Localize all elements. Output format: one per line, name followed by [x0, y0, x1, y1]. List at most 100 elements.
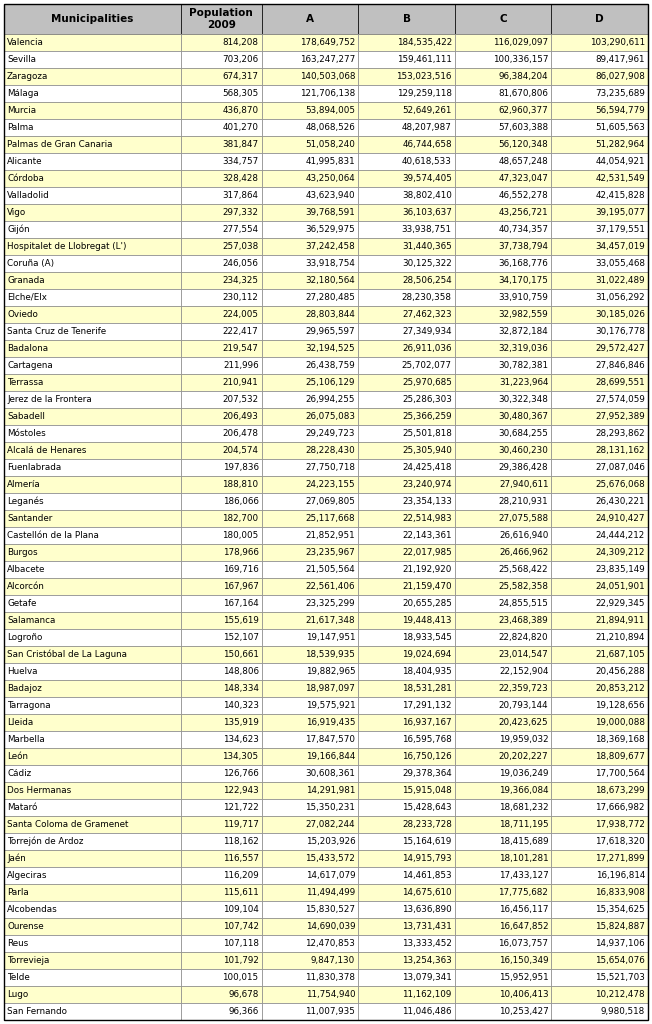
Bar: [181, 272, 261, 289]
Text: Jaén: Jaén: [7, 854, 25, 863]
Text: 30,125,322: 30,125,322: [402, 259, 452, 268]
Text: 29,572,427: 29,572,427: [595, 344, 645, 353]
Text: 21,687,105: 21,687,105: [595, 650, 645, 659]
Text: 21,617,348: 21,617,348: [306, 616, 355, 625]
Bar: [261, 136, 358, 153]
Text: 29,249,723: 29,249,723: [306, 429, 355, 438]
Text: 16,750,126: 16,750,126: [402, 752, 452, 761]
Bar: [358, 918, 455, 935]
Bar: [4, 136, 181, 153]
Text: Parla: Parla: [7, 888, 29, 897]
Text: Elche/Elx: Elche/Elx: [7, 293, 47, 302]
Bar: [552, 680, 648, 697]
Bar: [358, 408, 455, 425]
Bar: [455, 102, 552, 119]
Bar: [181, 34, 261, 51]
Text: 37,242,458: 37,242,458: [305, 242, 355, 251]
Bar: [261, 867, 358, 884]
Bar: [455, 612, 552, 629]
Text: 28,233,728: 28,233,728: [402, 820, 452, 829]
Bar: [261, 493, 358, 510]
Bar: [455, 153, 552, 170]
Text: 163,247,277: 163,247,277: [300, 55, 355, 63]
Text: 32,194,525: 32,194,525: [306, 344, 355, 353]
Bar: [181, 323, 261, 340]
Text: 14,690,039: 14,690,039: [306, 922, 355, 931]
Bar: [4, 816, 181, 833]
Text: 115,611: 115,611: [223, 888, 259, 897]
Text: Córdoba: Córdoba: [7, 174, 44, 183]
Text: 36,529,975: 36,529,975: [305, 225, 355, 234]
Text: 20,456,288: 20,456,288: [595, 667, 645, 676]
Text: 16,456,117: 16,456,117: [499, 905, 548, 914]
Bar: [358, 170, 455, 187]
Bar: [261, 680, 358, 697]
Bar: [261, 629, 358, 646]
Bar: [181, 918, 261, 935]
Bar: [358, 731, 455, 748]
Bar: [455, 952, 552, 969]
Bar: [358, 748, 455, 765]
Bar: [455, 578, 552, 595]
Text: 11,162,109: 11,162,109: [402, 990, 452, 999]
Bar: [455, 714, 552, 731]
Bar: [261, 731, 358, 748]
Bar: [181, 374, 261, 391]
Bar: [261, 272, 358, 289]
Text: 18,531,281: 18,531,281: [402, 684, 452, 693]
Text: 56,120,348: 56,120,348: [499, 140, 548, 150]
Bar: [552, 85, 648, 102]
Bar: [4, 969, 181, 986]
Text: Alcalá de Henares: Alcalá de Henares: [7, 446, 86, 455]
Text: 381,847: 381,847: [222, 140, 259, 150]
Text: 20,202,227: 20,202,227: [499, 752, 548, 761]
Text: 159,461,111: 159,461,111: [397, 55, 452, 63]
Bar: [455, 391, 552, 408]
Bar: [181, 901, 261, 918]
Bar: [4, 935, 181, 952]
Text: 15,164,619: 15,164,619: [402, 837, 452, 846]
Text: 14,937,106: 14,937,106: [595, 939, 645, 948]
Text: 27,082,244: 27,082,244: [306, 820, 355, 829]
Bar: [455, 459, 552, 476]
Bar: [261, 102, 358, 119]
Text: 28,803,844: 28,803,844: [305, 310, 355, 319]
Text: Cartagena: Cartagena: [7, 361, 53, 370]
Bar: [455, 408, 552, 425]
Text: 32,872,184: 32,872,184: [499, 327, 548, 336]
Text: 73,235,689: 73,235,689: [595, 89, 645, 98]
Text: 40,734,357: 40,734,357: [498, 225, 548, 234]
Text: 16,833,908: 16,833,908: [595, 888, 645, 897]
Bar: [358, 969, 455, 986]
Bar: [455, 816, 552, 833]
Text: 96,384,204: 96,384,204: [499, 72, 548, 81]
Bar: [181, 51, 261, 68]
Text: Sabadell: Sabadell: [7, 412, 45, 421]
Text: 31,022,489: 31,022,489: [595, 276, 645, 285]
Text: 103,290,611: 103,290,611: [590, 38, 645, 47]
Text: 27,750,718: 27,750,718: [305, 463, 355, 472]
Bar: [4, 663, 181, 680]
Text: 51,605,563: 51,605,563: [595, 123, 645, 132]
Text: 21,192,920: 21,192,920: [402, 565, 452, 574]
Text: 25,305,940: 25,305,940: [402, 446, 452, 455]
Bar: [455, 238, 552, 255]
Text: Population
2009: Population 2009: [190, 8, 253, 30]
Bar: [261, 544, 358, 561]
Bar: [181, 408, 261, 425]
Text: 25,501,818: 25,501,818: [402, 429, 452, 438]
Bar: [4, 867, 181, 884]
Text: 47,323,047: 47,323,047: [499, 174, 548, 183]
Text: 27,846,846: 27,846,846: [595, 361, 645, 370]
Text: 27,075,588: 27,075,588: [498, 514, 548, 523]
Text: 11,494,499: 11,494,499: [306, 888, 355, 897]
Text: 43,250,064: 43,250,064: [305, 174, 355, 183]
Text: 13,254,363: 13,254,363: [402, 956, 452, 965]
Text: 81,670,806: 81,670,806: [499, 89, 548, 98]
Bar: [181, 629, 261, 646]
Text: 20,655,285: 20,655,285: [402, 599, 452, 608]
Bar: [4, 102, 181, 119]
Bar: [358, 119, 455, 136]
Text: 34,170,175: 34,170,175: [499, 276, 548, 285]
Text: 152,107: 152,107: [222, 633, 259, 642]
